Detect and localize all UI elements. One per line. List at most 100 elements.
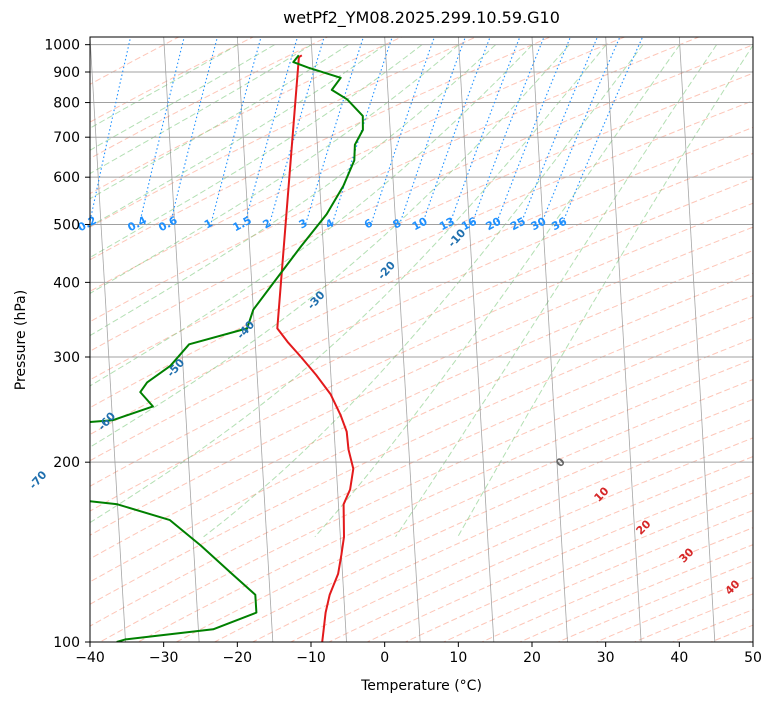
dry-adiabat (366, 474, 753, 642)
isotherm-line (163, 37, 200, 642)
y-tick-label: 600 (53, 170, 80, 186)
dry-adiabat (289, 437, 753, 642)
isotherm-line (310, 37, 347, 642)
x-tick-label: 10 (449, 650, 467, 666)
dry-adiabat (518, 544, 753, 642)
dry-adiabat (90, 202, 753, 512)
y-tick-label: 1000 (44, 38, 80, 54)
isotherm-line (384, 37, 421, 642)
x-tick-label: −10 (296, 650, 326, 666)
mixing-ratio-line (138, 37, 185, 225)
dry-adiabat (556, 560, 753, 642)
dry-adiabat (709, 624, 753, 642)
dry-adiabat (213, 398, 753, 642)
dry-adiabat (251, 418, 753, 642)
moist-adiabat (90, 44, 533, 387)
mixing-ratio-label: 20 (484, 215, 504, 234)
mixing-ratio-label: 6 (362, 216, 375, 231)
x-tick-label: −30 (149, 650, 179, 666)
mixing-ratio-label: 1.5 (231, 214, 254, 235)
moist-adiabat (395, 44, 718, 538)
x-tick-label: −40 (75, 650, 105, 666)
dry-adiabat-label: -20 (375, 258, 398, 282)
y-tick-label: 300 (53, 350, 80, 366)
moist-adiabat (314, 44, 681, 538)
mixing-ratio-line (471, 37, 545, 225)
temperature-line (276, 54, 355, 642)
moist-adiabat (90, 44, 312, 175)
mixing-ratio-line (244, 37, 299, 225)
mixing-ratio-label: 13 (437, 215, 457, 234)
x-axis-label: Temperature (°C) (361, 678, 482, 694)
mixing-ratio-label: 36 (549, 215, 569, 234)
y-tick-label: 800 (53, 96, 80, 112)
dry-adiabat-label: -70 (27, 468, 50, 492)
moist-adiabat (90, 44, 496, 337)
mixing-ratio-label: 30 (529, 215, 549, 234)
mixing-ratio-line (421, 37, 491, 225)
mixing-ratio-line (540, 37, 621, 225)
moist-adiabat (90, 44, 570, 448)
moist-adiabat (90, 44, 349, 200)
moist-adiabat (203, 44, 644, 538)
isotherm-line (531, 37, 568, 642)
isotherm-line (457, 37, 495, 642)
isotherm-line (678, 37, 716, 642)
moist-adiabat (90, 44, 386, 227)
x-tick-label: 30 (597, 650, 615, 666)
dry-adiabat (327, 456, 753, 642)
dry-adiabat (90, 37, 552, 261)
y-tick-label: 200 (53, 455, 80, 471)
dry-adiabat (90, 178, 753, 487)
moist-adiabat (90, 44, 423, 259)
dewpoint-line (90, 54, 364, 642)
dry-adiabat (90, 37, 329, 160)
mixing-ratio-label: 0.6 (156, 214, 180, 235)
dry-adiabat (90, 316, 753, 627)
mixing-ratio-label: 10 (410, 215, 430, 234)
y-tick-label: 700 (53, 130, 80, 146)
chart-title: wetPf2_YM08.2025.299.10.59.G10 (283, 8, 560, 27)
dry-adiabat (90, 100, 753, 409)
moist-adiabat (90, 44, 239, 129)
dry-adiabat (90, 295, 753, 605)
mixing-ratio-line (561, 37, 644, 225)
plot-frame (89, 36, 754, 643)
mixing-ratio-line (520, 37, 599, 225)
mixing-ratio-line (331, 37, 393, 225)
mixing-ratio-line (449, 37, 521, 225)
x-tick-label: 20 (523, 650, 541, 666)
dry-adiabat (90, 37, 403, 195)
dry-adiabat (754, 20, 775, 655)
isotherm-line (605, 37, 642, 642)
y-tick-label: 500 (53, 217, 80, 233)
y-tick-label: 100 (53, 635, 80, 651)
dry-adiabat-label: -60 (95, 409, 118, 433)
moist-adiabat-label: 10 (592, 484, 612, 504)
moist-adiabat (90, 44, 607, 524)
dry-adiabat (595, 577, 753, 642)
dry-adiabat-label: -30 (305, 288, 328, 312)
dry-adiabat (90, 226, 753, 536)
dry-adiabat (90, 272, 753, 583)
dry-adiabat (90, 37, 478, 228)
mixing-ratio-label: 0.4 (125, 214, 149, 235)
x-tick-label: 50 (744, 650, 762, 666)
mixing-ratio-line (210, 37, 262, 225)
x-tick-label: 0 (380, 650, 389, 666)
moist-adiabat (457, 44, 753, 538)
mixing-ratio-line (90, 37, 132, 225)
dry-adiabat (137, 358, 753, 642)
y-tick-label: 400 (53, 275, 80, 291)
x-tick-label: −20 (223, 650, 253, 666)
isotherm-line (236, 37, 274, 642)
dry-adiabat (480, 527, 753, 642)
dry-adiabat (442, 509, 753, 642)
dry-adiabat-label: -50 (164, 356, 187, 380)
y-axis-label: Pressure (hPa) (13, 289, 29, 391)
dry-adiabat (90, 37, 701, 323)
dry-adiabat (90, 152, 753, 462)
moist-adiabat-label: 40 (723, 577, 743, 597)
